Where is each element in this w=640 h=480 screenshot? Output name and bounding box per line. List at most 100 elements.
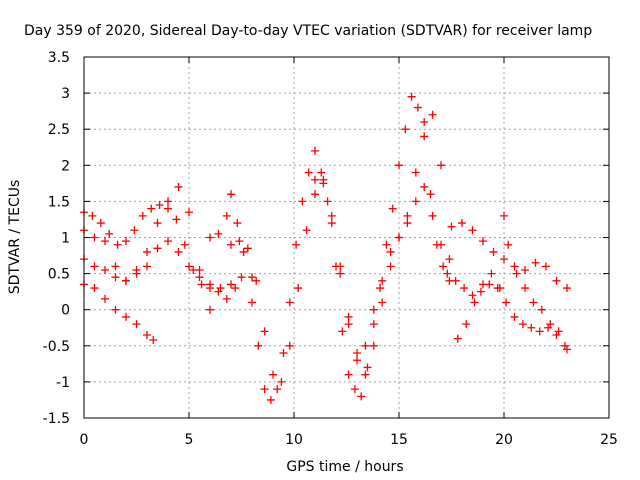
data-point xyxy=(336,262,345,271)
data-point xyxy=(96,219,105,228)
data-point xyxy=(248,298,256,307)
data-point xyxy=(518,320,527,329)
data-point xyxy=(413,103,422,112)
data-point xyxy=(487,269,496,278)
data-point xyxy=(495,284,504,293)
y-tick-label: 0.5 xyxy=(48,267,70,283)
data-point xyxy=(445,255,454,264)
data-point xyxy=(411,197,420,206)
data-point xyxy=(344,370,353,379)
data-point xyxy=(216,284,225,293)
data-point xyxy=(527,323,536,332)
data-point xyxy=(143,247,151,256)
data-point xyxy=(231,284,240,293)
data-point xyxy=(130,226,139,235)
data-point xyxy=(552,330,561,339)
data-point xyxy=(138,211,147,220)
ticks-layer xyxy=(83,56,610,419)
data-point xyxy=(172,215,181,224)
data-point xyxy=(344,320,353,329)
data-point xyxy=(428,211,437,220)
data-point xyxy=(458,219,466,228)
data-point xyxy=(327,211,336,220)
data-point xyxy=(233,219,242,228)
data-point xyxy=(111,305,120,314)
data-point xyxy=(214,287,223,296)
data-point xyxy=(386,262,395,271)
data-point xyxy=(195,273,204,282)
x-tick-label: 15 xyxy=(390,432,408,448)
data-point xyxy=(174,247,183,256)
data-point xyxy=(462,320,471,329)
data-point xyxy=(227,240,235,249)
data-point xyxy=(376,284,385,293)
data-point xyxy=(537,305,546,314)
data-point xyxy=(403,219,412,228)
data-point xyxy=(311,146,319,155)
data-point xyxy=(227,190,235,199)
y-tick-label: 1.5 xyxy=(48,194,70,210)
points-layer xyxy=(80,92,571,404)
data-point xyxy=(546,320,555,329)
y-tick-label: 1 xyxy=(61,231,70,247)
data-point xyxy=(388,204,397,213)
data-point xyxy=(266,395,275,404)
y-tick-label: -1.5 xyxy=(43,411,70,427)
data-point xyxy=(563,284,571,293)
data-point xyxy=(298,197,307,206)
data-point xyxy=(206,305,214,314)
data-point xyxy=(237,273,246,282)
data-point xyxy=(252,276,261,285)
data-point xyxy=(143,262,151,271)
x-tick-label: 0 xyxy=(80,432,89,448)
data-point xyxy=(285,341,294,350)
data-point xyxy=(361,370,370,379)
y-tick-label: 3.5 xyxy=(48,50,70,66)
data-point xyxy=(273,385,282,394)
data-point xyxy=(164,237,172,246)
data-point xyxy=(357,392,366,401)
data-point xyxy=(363,363,372,372)
data-point xyxy=(88,211,97,220)
data-point xyxy=(132,320,141,329)
data-point xyxy=(401,125,410,134)
data-point xyxy=(164,204,172,213)
data-point xyxy=(311,190,319,199)
data-point xyxy=(344,312,353,321)
data-point xyxy=(294,284,303,293)
data-point xyxy=(180,240,189,249)
data-point xyxy=(323,197,332,206)
data-point xyxy=(504,240,513,249)
x-tick-label: 10 xyxy=(285,432,303,448)
y-tick-label: 2.5 xyxy=(48,122,70,138)
data-point xyxy=(101,237,109,246)
data-point xyxy=(531,258,540,267)
data-point xyxy=(277,377,286,386)
y-tick-label: 2 xyxy=(61,158,70,174)
data-point xyxy=(512,269,521,278)
x-tick-label: 20 xyxy=(495,432,513,448)
data-point xyxy=(338,327,347,336)
data-point xyxy=(90,262,99,271)
data-point xyxy=(101,294,109,303)
y-axis-label: SDTVAR / TECUs xyxy=(7,180,23,295)
data-point xyxy=(439,262,448,271)
data-point xyxy=(563,345,571,354)
data-point xyxy=(369,341,378,350)
data-point xyxy=(111,273,120,282)
data-point xyxy=(350,385,359,394)
data-point xyxy=(185,262,193,271)
data-point xyxy=(206,280,214,289)
data-point xyxy=(447,222,456,231)
data-point xyxy=(101,265,109,274)
data-point xyxy=(529,298,538,307)
data-point xyxy=(122,276,130,285)
data-point xyxy=(195,265,204,274)
data-point xyxy=(292,240,301,249)
data-point xyxy=(407,92,416,101)
data-point xyxy=(420,182,429,191)
data-point xyxy=(239,247,248,256)
data-point xyxy=(105,229,114,238)
data-point xyxy=(164,197,172,206)
data-point xyxy=(500,211,508,220)
